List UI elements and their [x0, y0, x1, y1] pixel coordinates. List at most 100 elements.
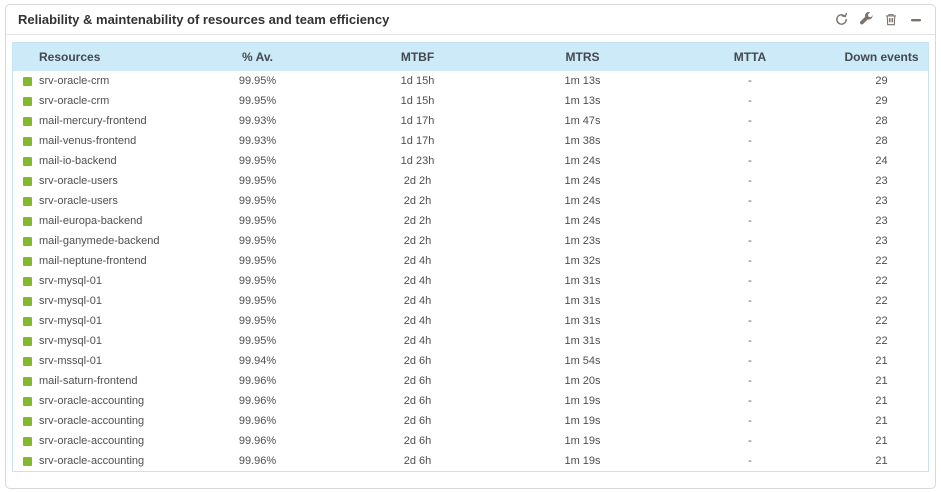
mtta-cell: -	[748, 395, 752, 407]
mtbf-cell: 1d 17h	[400, 115, 435, 127]
table-row: srv-oracle-accounting 99.96% 2d 6h 1m 19…	[13, 431, 929, 451]
availability-cell: 99.95%	[238, 175, 277, 187]
mtbf-cell: 2d 6h	[403, 435, 432, 447]
status-ok-icon	[22, 196, 32, 206]
status-ok-icon	[22, 316, 32, 326]
resource-name: srv-mysql-01	[39, 335, 102, 347]
status-ok-icon	[22, 416, 32, 426]
mtbf-cell: 1d 15h	[400, 95, 435, 107]
down-events-cell: 29	[875, 75, 888, 87]
resource-name: srv-oracle-crm	[39, 75, 110, 87]
panel-title: Reliability & maintenability of resource…	[18, 12, 390, 27]
table-row: srv-oracle-crm 99.95% 1d 15h 1m 13s - 29	[13, 91, 929, 111]
resource-name: srv-oracle-accounting	[39, 415, 145, 427]
table-row: srv-mssql-01 99.94% 2d 6h 1m 54s - 21	[13, 351, 929, 371]
mtbf-cell: 2d 2h	[403, 175, 432, 187]
down-events-cell: 23	[875, 195, 888, 207]
mtrs-cell: 1m 31s	[564, 335, 601, 347]
mtrs-cell: 1m 13s	[564, 95, 601, 107]
col-header-availability: % Av.	[180, 42, 335, 71]
down-events-cell: 21	[875, 415, 888, 427]
status-ok-icon	[22, 456, 32, 466]
availability-cell: 99.95%	[238, 275, 277, 287]
resource-name: mail-saturn-frontend	[39, 375, 138, 387]
availability-cell: 99.93%	[238, 115, 277, 127]
resource-name: srv-mssql-01	[39, 355, 102, 367]
mtrs-cell: 1m 24s	[564, 175, 601, 187]
table-row: srv-oracle-accounting 99.96% 2d 6h 1m 19…	[13, 411, 929, 431]
mtrs-cell: 1m 32s	[564, 255, 601, 267]
mtrs-cell: 1m 13s	[564, 75, 601, 87]
status-ok-icon	[22, 96, 32, 106]
status-ok-icon	[22, 276, 32, 286]
status-ok-icon	[22, 136, 32, 146]
down-events-cell: 22	[875, 255, 888, 267]
resource-name: mail-europa-backend	[39, 215, 143, 227]
mtrs-cell: 1m 31s	[564, 295, 601, 307]
availability-cell: 99.95%	[238, 215, 277, 227]
mtta-cell: -	[748, 275, 752, 287]
mtrs-cell: 1m 20s	[564, 375, 601, 387]
down-events-cell: 22	[875, 275, 888, 287]
mtta-cell: -	[748, 235, 752, 247]
down-events-cell: 28	[875, 115, 888, 127]
reliability-table: Resources % Av. MTBF MTRS MTTA Down even…	[12, 42, 929, 472]
mtbf-cell: 2d 4h	[403, 315, 432, 327]
status-ok-icon	[22, 376, 32, 386]
availability-cell: 99.95%	[238, 155, 277, 167]
status-ok-icon	[22, 156, 32, 166]
mtbf-cell: 2d 4h	[403, 335, 432, 347]
col-header-mtbf: MTBF	[335, 42, 500, 71]
table-row: srv-oracle-accounting 99.96% 2d 6h 1m 19…	[13, 451, 929, 472]
mtbf-cell: 2d 2h	[403, 215, 432, 227]
down-events-cell: 22	[875, 295, 888, 307]
report-panel: Reliability & maintenability of resource…	[5, 4, 936, 489]
down-events-cell: 21	[875, 395, 888, 407]
mtta-cell: -	[748, 215, 752, 227]
availability-cell: 99.93%	[238, 135, 277, 147]
status-ok-icon	[22, 256, 32, 266]
resource-name: srv-oracle-accounting	[39, 435, 145, 447]
mtrs-cell: 1m 19s	[564, 415, 601, 427]
table-row: srv-oracle-users 99.95% 2d 2h 1m 24s - 2…	[13, 191, 929, 211]
resource-name: srv-mysql-01	[39, 315, 102, 327]
mtta-cell: -	[748, 415, 752, 427]
status-ok-icon	[22, 76, 32, 86]
table-row: mail-neptune-frontend 99.95% 2d 4h 1m 32…	[13, 251, 929, 271]
down-events-cell: 28	[875, 135, 888, 147]
mtbf-cell: 2d 6h	[403, 375, 432, 387]
mtta-cell: -	[748, 295, 752, 307]
mtta-cell: -	[748, 175, 752, 187]
table-header-row: Resources % Av. MTBF MTRS MTTA Down even…	[12, 42, 929, 71]
status-ok-icon	[22, 116, 32, 126]
mtbf-cell: 2d 6h	[403, 395, 432, 407]
wrench-icon[interactable]	[858, 12, 874, 28]
mtbf-cell: 1d 17h	[400, 135, 435, 147]
status-ok-icon	[22, 356, 32, 366]
refresh-icon[interactable]	[833, 12, 849, 28]
resource-name: mail-venus-frontend	[39, 135, 137, 147]
resource-name: srv-mysql-01	[39, 295, 102, 307]
availability-cell: 99.95%	[238, 195, 277, 207]
mtta-cell: -	[748, 195, 752, 207]
resource-name: mail-mercury-frontend	[39, 115, 147, 127]
resource-name: srv-oracle-users	[39, 195, 118, 207]
resource-name: mail-ganymede-backend	[39, 235, 160, 247]
trash-icon[interactable]	[883, 12, 899, 28]
resource-name: srv-oracle-users	[39, 175, 118, 187]
mtta-cell: -	[748, 95, 752, 107]
mtbf-cell: 2d 6h	[403, 415, 432, 427]
table-row: srv-mysql-01 99.95% 2d 4h 1m 31s - 22	[13, 331, 929, 351]
minus-icon[interactable]	[908, 12, 924, 28]
mtbf-cell: 2d 6h	[403, 455, 432, 467]
status-ok-icon	[22, 436, 32, 446]
down-events-cell: 23	[875, 215, 888, 227]
mtrs-cell: 1m 31s	[564, 315, 601, 327]
table-row: srv-mysql-01 99.95% 2d 4h 1m 31s - 22	[13, 311, 929, 331]
down-events-cell: 21	[875, 355, 888, 367]
availability-cell: 99.95%	[238, 95, 277, 107]
table-body: srv-oracle-crm 99.95% 1d 15h 1m 13s - 29…	[13, 71, 929, 472]
mtta-cell: -	[748, 375, 752, 387]
resource-name: srv-mysql-01	[39, 275, 102, 287]
mtta-cell: -	[748, 155, 752, 167]
